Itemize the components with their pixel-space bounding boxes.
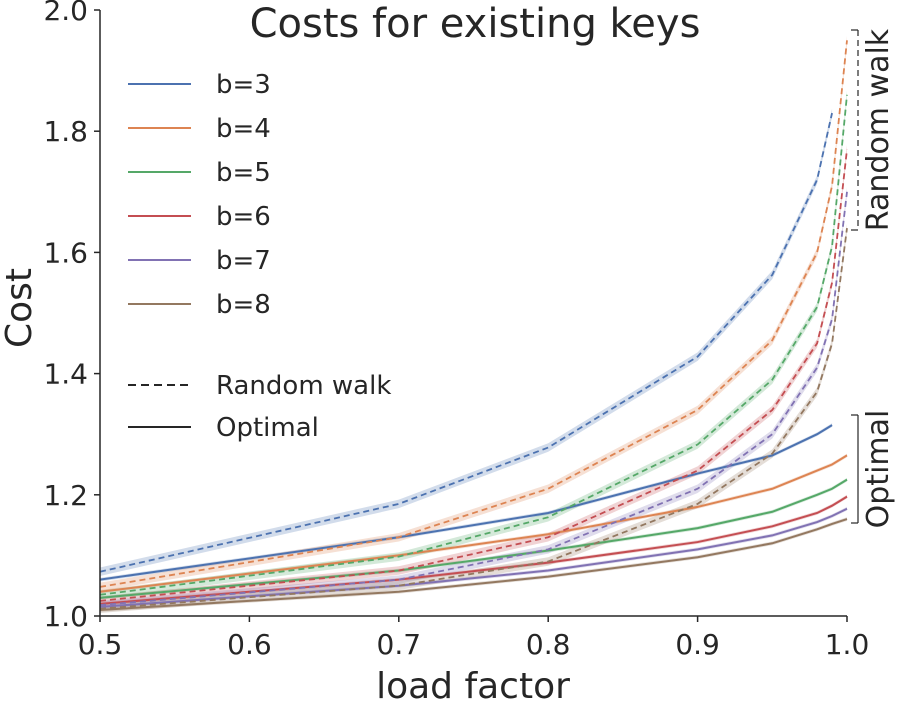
x-ticks: 0.5 0.6 0.7 0.8 0.9 1.0: [78, 616, 870, 661]
series-lines: [99, 40, 848, 611]
x-tick-label: 0.8: [526, 628, 571, 661]
y-tick-label: 1.0: [43, 600, 88, 633]
y-ticks: 1.0 1.2 1.4 1.6 1.8 2.0: [43, 0, 100, 633]
optimal-bracket: Optimal: [851, 410, 896, 529]
line-optimal-b-6: [99, 495, 848, 605]
y-tick-label: 1.2: [43, 479, 88, 512]
band-random-walk-b-5: [100, 90, 847, 600]
line-random-walk-b-3: [99, 112, 833, 573]
line-optimal-b-8: [99, 518, 848, 611]
confidence-bands: [100, 36, 847, 613]
line-random-walk-b-8: [99, 228, 848, 610]
legend-label-optimal: Optimal: [216, 413, 319, 443]
optimal-bracket-label: Optimal: [861, 410, 896, 529]
legend-label-b-7: b=7: [216, 246, 271, 276]
random-walk-bracket: Random walk: [851, 28, 896, 231]
y-tick-label: 2.0: [43, 0, 88, 27]
legend-label-b-8: b=8: [216, 290, 271, 320]
band-random-walk-b-8: [100, 223, 847, 613]
x-tick-label: 1.0: [825, 628, 870, 661]
band-random-walk-b-6: [100, 145, 847, 606]
line-random-walk-b-5: [99, 94, 848, 596]
x-axis-title: load factor: [376, 666, 570, 701]
y-tick-label: 1.6: [43, 236, 88, 269]
band-random-walk-b-3: [100, 108, 833, 577]
chart-title: Costs for existing keys: [250, 1, 701, 47]
y-axis-title: Cost: [0, 268, 40, 348]
line-random-walk-b-6: [99, 149, 848, 602]
line-random-walk-b-7: [99, 191, 848, 606]
y-tick-label: 1.8: [43, 115, 88, 148]
x-tick-label: 0.9: [675, 628, 720, 661]
legend-label-b-4: b=4: [216, 114, 271, 144]
line-optimal-b-4: [99, 454, 848, 593]
legend: b=3 b=4 b=5 b=6 b=7 b=8 Random walk Optimal: [128, 70, 391, 443]
random-walk-bracket-label: Random walk: [861, 28, 896, 231]
x-tick-label: 0.6: [227, 628, 272, 661]
legend-label-b-5: b=5: [216, 158, 271, 188]
line-optimal-b-5: [99, 478, 848, 599]
x-tick-label: 0.5: [78, 628, 123, 661]
legend-label-random-walk: Random walk: [216, 371, 391, 401]
x-tick-label: 0.7: [377, 628, 422, 661]
y-tick-label: 1.4: [43, 358, 88, 391]
line-optimal-b-7: [99, 507, 848, 608]
legend-label-b-6: b=6: [216, 202, 271, 232]
legend-label-b-3: b=3: [216, 70, 271, 100]
